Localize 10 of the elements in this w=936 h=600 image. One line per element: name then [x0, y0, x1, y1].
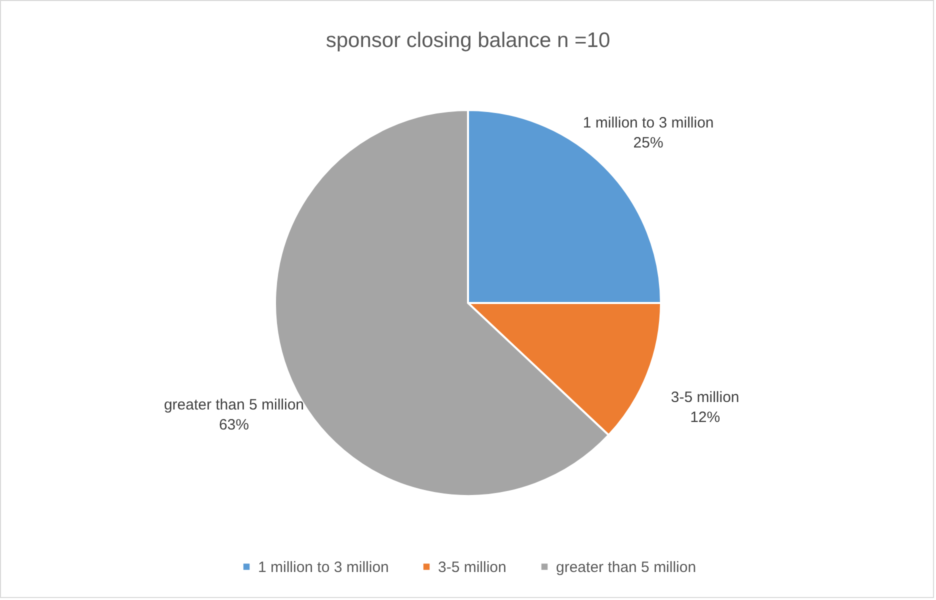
- slice-label: greater than 5 million: [164, 396, 304, 414]
- legend-label: 1 million to 3 million: [258, 558, 389, 576]
- slice-label: 3-5 million: [670, 388, 740, 406]
- legend-label: greater than 5 million: [556, 558, 696, 576]
- data-label: 25%: [633, 134, 664, 152]
- chart-title: sponsor closing balance n =10: [326, 29, 610, 52]
- data-label: 63%: [218, 416, 249, 434]
- slice-label: 1 million to 3 million: [582, 114, 714, 132]
- legend-label: 3-5 million: [438, 558, 506, 576]
- data-label: 12%: [690, 408, 720, 426]
